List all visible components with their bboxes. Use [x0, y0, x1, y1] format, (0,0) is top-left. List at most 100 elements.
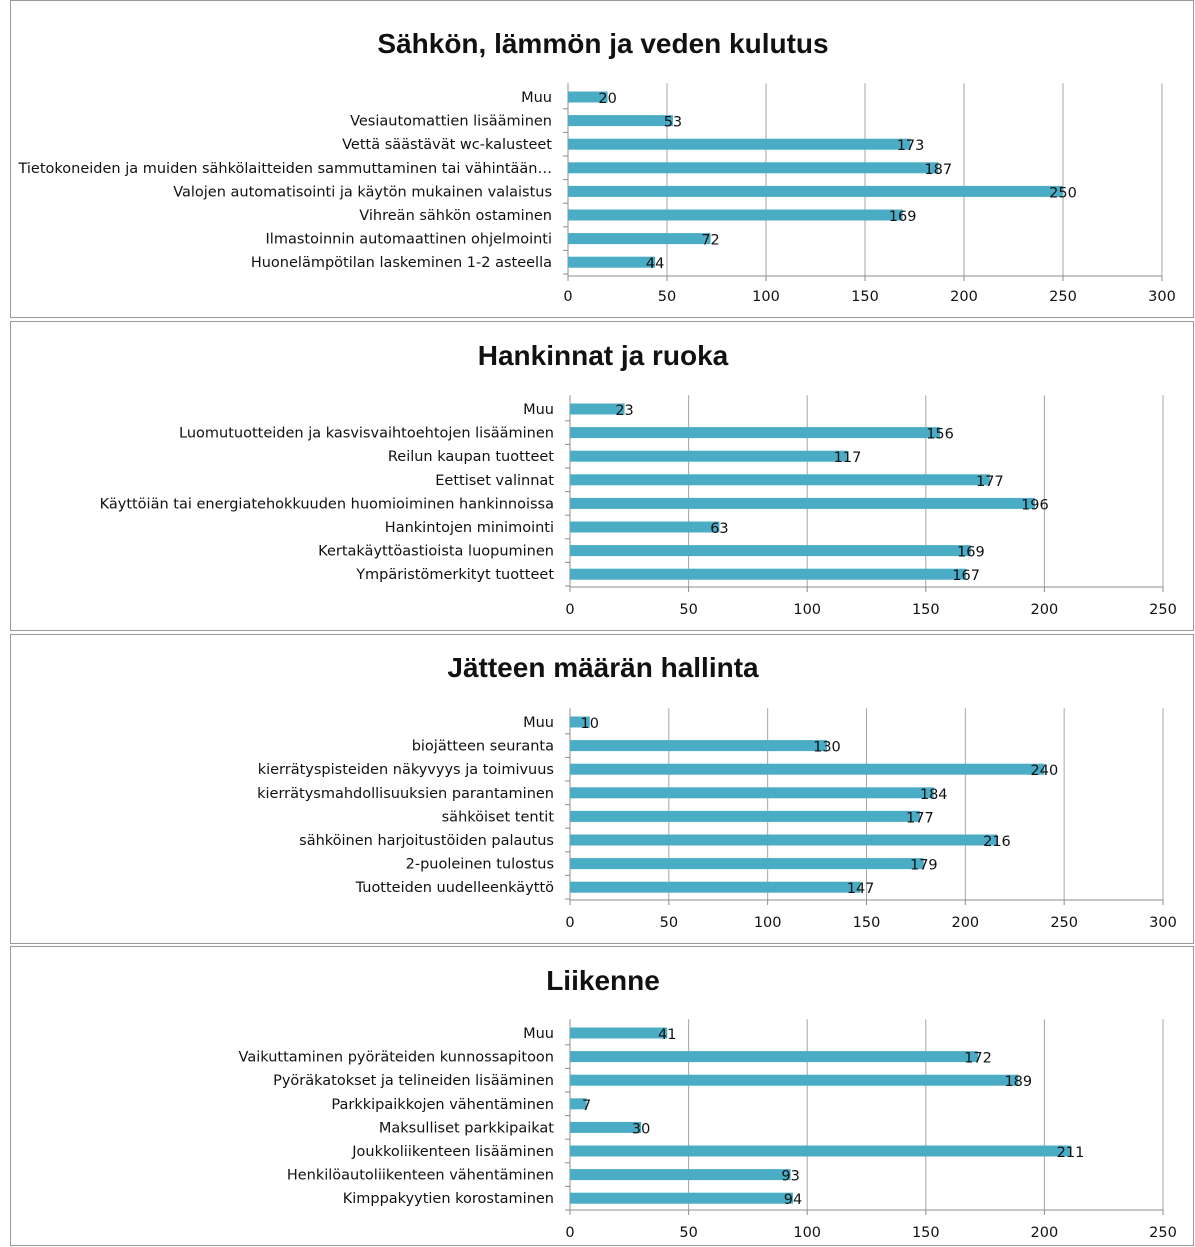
tick-label: 50 — [658, 289, 676, 305]
category-label: Vesiautomattien lisääminen — [350, 114, 552, 130]
data-label: 20 — [598, 91, 616, 107]
bar — [568, 209, 903, 221]
bar — [570, 1027, 668, 1039]
bar — [568, 256, 656, 268]
tick-label: 150 — [851, 289, 879, 305]
bar — [570, 763, 1045, 775]
bar — [570, 521, 720, 533]
tick-label: 300 — [1149, 915, 1177, 931]
bar — [570, 834, 997, 846]
category-label: Hankintojen minimointi — [385, 520, 554, 536]
data-label: 167 — [952, 568, 980, 584]
tick-label: 200 — [1031, 1225, 1059, 1241]
chart-procurement: Hankinnat ja ruoka 0 50 100 150 200 250 Muu 23 Lu… — [100, 340, 1177, 618]
bar — [568, 233, 711, 245]
category-label: Tuotteiden uudelleenkäyttö — [355, 880, 555, 896]
bar — [568, 138, 911, 150]
tick-label: 300 — [1148, 289, 1176, 305]
tick-label: 0 — [565, 1225, 574, 1241]
category-label: Vaikuttaminen pyöräteiden kunnossapitoon — [239, 1050, 554, 1066]
bar — [570, 568, 967, 580]
category-label: Luomutuotteiden ja kasvisvaihtoehtojen l… — [179, 426, 554, 442]
bar — [570, 1074, 1019, 1086]
tick-label: 200 — [1031, 602, 1059, 618]
tick-label: 100 — [793, 602, 821, 618]
bar — [570, 1169, 791, 1181]
data-label: 93 — [781, 1169, 799, 1185]
tick-label: 50 — [679, 1225, 697, 1241]
category-label: Valojen automatisointi ja käytön mukaine… — [173, 184, 552, 200]
tick-label: 150 — [912, 602, 940, 618]
bar — [570, 545, 971, 557]
tick-label: 100 — [793, 1225, 821, 1241]
data-label: 10 — [581, 716, 599, 732]
bar — [570, 1192, 793, 1204]
data-label: 172 — [964, 1051, 992, 1067]
chart-panel-procurement: Hankinnat ja ruoka 0 50 100 150 200 250 Muu 23 Lu… — [10, 321, 1194, 631]
tick-label: 200 — [950, 289, 978, 305]
category-label: Muu — [523, 1026, 554, 1042]
data-label: 173 — [897, 138, 925, 154]
data-label: 156 — [926, 427, 954, 443]
chart-panel-traffic: Liikenne 0 50 100 150 200 250 Muu 41 Vaikuttamine… — [10, 946, 1194, 1246]
data-label: 179 — [910, 858, 938, 874]
category-label: 2-puoleinen tulostus — [406, 857, 554, 873]
data-label: 216 — [983, 834, 1011, 850]
data-label: 94 — [784, 1192, 802, 1208]
tick-label: 250 — [1149, 1225, 1177, 1241]
chart-energy: Sähkön, lämmön ja veden kulutus 0 50 100 150… — [17, 28, 1176, 305]
data-label: 169 — [957, 545, 985, 561]
category-label: Kimppakyytien korostaminen — [343, 1191, 554, 1207]
bar — [568, 162, 939, 174]
category-label: Parkkipaikkojen vähentäminen — [331, 1097, 554, 1113]
tick-label: 100 — [754, 915, 782, 931]
tick-label: 100 — [752, 289, 780, 305]
tick-label: 0 — [563, 289, 572, 305]
bar — [570, 787, 934, 799]
bar — [568, 115, 673, 127]
category-label: Henkilöautoliikenteen vähentäminen — [287, 1168, 554, 1184]
data-label: 117 — [834, 450, 862, 466]
tick-label: 0 — [565, 915, 574, 931]
data-label: 169 — [889, 209, 917, 225]
category-label: biojätteen seuranta — [412, 739, 554, 755]
data-label: 177 — [906, 810, 934, 826]
bar — [570, 810, 920, 822]
data-label: 184 — [920, 787, 948, 803]
data-label: 41 — [658, 1027, 676, 1043]
category-label: Muu — [521, 90, 552, 106]
data-label: 240 — [1031, 763, 1059, 779]
category-label: Pyöräkatokset ja telineiden lisääminen — [273, 1073, 554, 1089]
data-label: 211 — [1057, 1145, 1085, 1161]
chart-title: Hankinnat ja ruoka — [478, 340, 729, 371]
bar — [570, 474, 990, 486]
chart-waste: Jätteen määrän hallinta 0 50 100 150 200 250 30… — [257, 652, 1177, 931]
data-label: 53 — [664, 115, 682, 131]
category-label: Ympäristömerkityt tuotteet — [355, 567, 554, 583]
tick-label: 50 — [679, 602, 697, 618]
tick-label: 50 — [660, 915, 678, 931]
category-label: Joukkoliikenteen lisääminen — [351, 1144, 554, 1160]
category-label: Muu — [523, 715, 554, 731]
tick-label: 150 — [853, 915, 881, 931]
category-label: Vihreän sähkön ostaminen — [359, 208, 552, 224]
bar — [570, 858, 924, 870]
tick-label: 200 — [951, 915, 979, 931]
category-label: Eettiset valinnat — [435, 473, 554, 489]
tick-label: 250 — [1049, 289, 1077, 305]
bar — [568, 185, 1063, 197]
chart-title: Liikenne — [546, 965, 660, 996]
bar — [570, 1051, 978, 1063]
data-label: 72 — [701, 233, 719, 249]
data-label: 250 — [1049, 185, 1077, 201]
category-label: Ilmastoinnin automaattinen ohjelmointi — [266, 232, 552, 248]
category-label: Huonelämpötilan laskeminen 1-2 asteella — [251, 255, 552, 271]
tick-label: 250 — [1149, 602, 1177, 618]
chart-traffic: Liikenne 0 50 100 150 200 250 Muu 41 Vaikuttamine… — [239, 965, 1177, 1241]
data-label: 7 — [582, 1098, 591, 1114]
category-label: Reilun kaupan tuotteet — [388, 449, 554, 465]
bar — [570, 1145, 1071, 1157]
tick-label: 150 — [912, 1225, 940, 1241]
category-label: Tietokoneiden ja muiden sähkölaitteiden … — [17, 161, 552, 177]
bar — [570, 427, 941, 439]
